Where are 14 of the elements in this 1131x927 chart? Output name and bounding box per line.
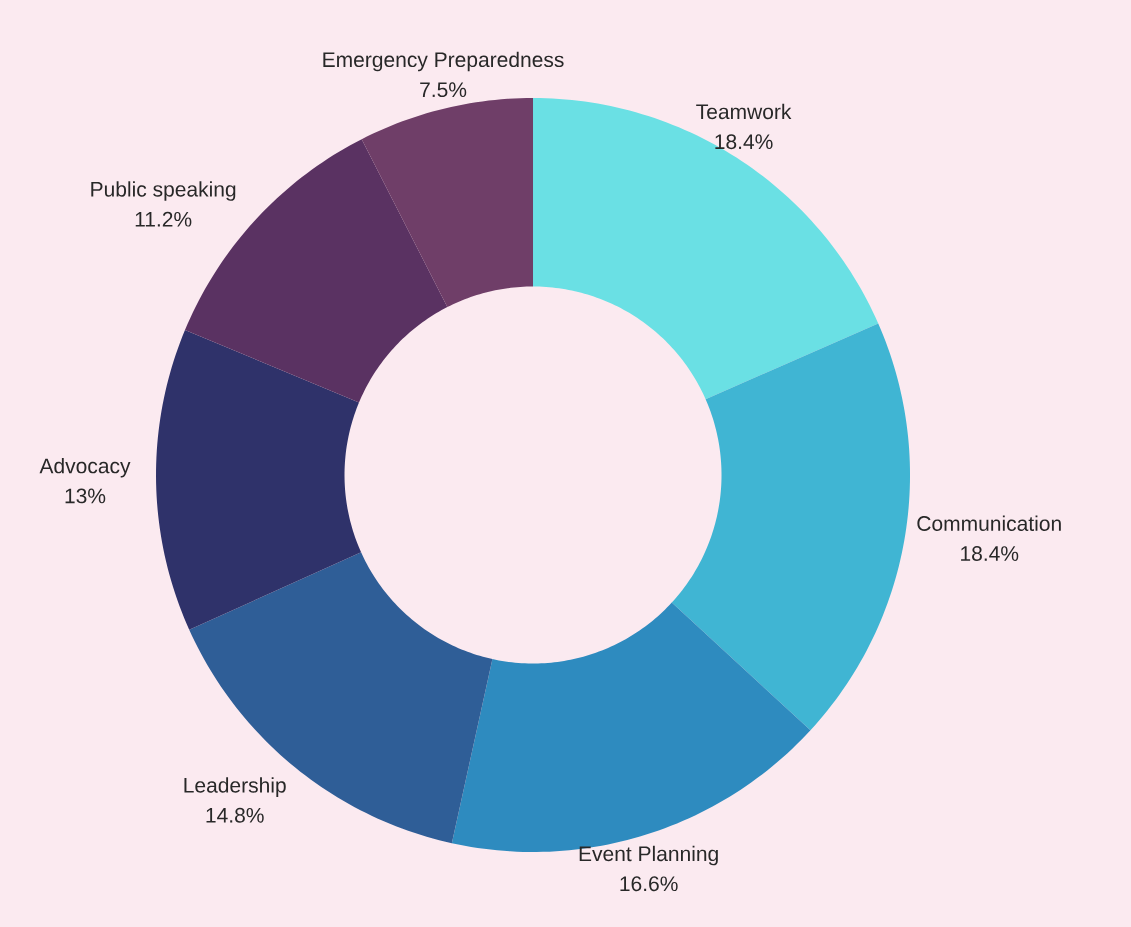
data-label: 7.5%	[420, 82, 467, 98]
slice-label: Public speaking	[91, 181, 236, 201]
data-label: 14.8%	[206, 807, 264, 823]
slice-label: Emergency Preparedness	[323, 51, 564, 72]
data-label: 18.4%	[961, 546, 1019, 561]
slice-label: Leadership	[184, 777, 286, 797]
slice-label: Communication	[917, 515, 1061, 531]
data-label: 18.4%	[715, 134, 773, 150]
slice-label: Advocacy	[39, 457, 131, 478]
slice-label: Teamwork	[696, 103, 792, 120]
data-label: 16.6%	[620, 876, 678, 892]
data-label: 11.2%	[135, 211, 192, 227]
slice-label: Event Planning	[579, 845, 718, 866]
data-label: 13%	[65, 488, 106, 504]
